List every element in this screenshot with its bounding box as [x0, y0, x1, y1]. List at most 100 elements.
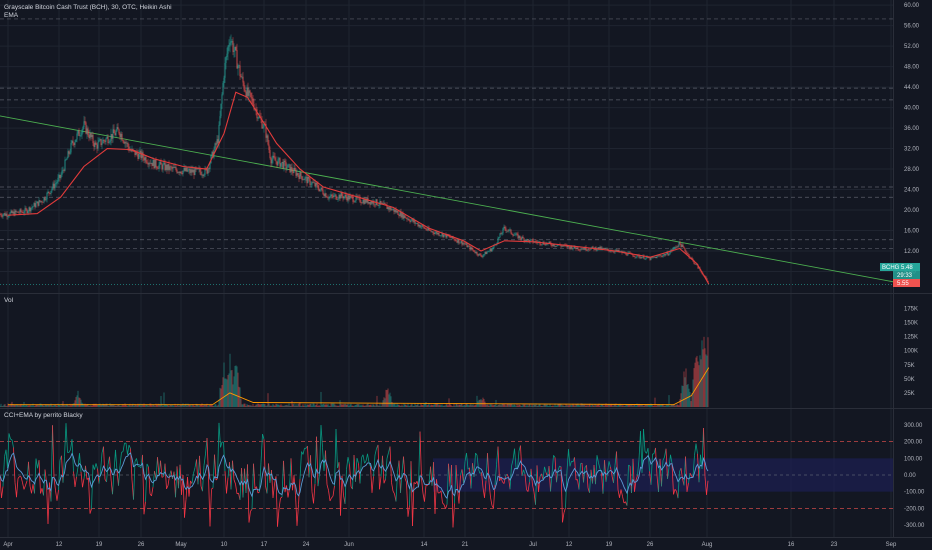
candle-body: [522, 236, 524, 239]
cci-ema-line[interactable]: [0, 452, 709, 500]
cci-segment: [250, 509, 253, 512]
volume-bar: [85, 404, 87, 407]
symbol-title[interactable]: Grayscale Bitcoin Cash Trust (BCH), 30, …: [4, 4, 172, 11]
volume-bar: [273, 405, 275, 407]
cci-segment: [283, 460, 286, 493]
cci-segment: [400, 472, 403, 493]
volume-bar: [361, 405, 363, 407]
candle-body: [454, 239, 456, 241]
volume-bar: [518, 404, 520, 407]
volume-bar: [432, 405, 434, 407]
volume-bar: [255, 404, 257, 407]
candle-body: [519, 235, 521, 239]
candle-body: [275, 160, 277, 162]
volume-bar: [119, 405, 121, 407]
volume-bar: [331, 403, 333, 407]
cci-segment: [617, 489, 620, 498]
candle-body: [229, 42, 231, 45]
candle-body: [687, 253, 689, 255]
volume-bar: [491, 404, 493, 407]
volume-bar: [395, 405, 397, 407]
cci-segment: [191, 473, 194, 484]
time-axis[interactable]: Apr 12 19 26 May 10 17 24 Jun 14 21 Jul 12 19 26 Aug 16 2…: [3, 542, 897, 548]
volume-bar: [87, 404, 89, 407]
cci-segment: [485, 453, 488, 481]
volume-bar: [106, 403, 108, 407]
volume-bar: [55, 404, 57, 407]
candle-body: [366, 198, 368, 203]
volume-bar: [429, 405, 431, 407]
cci-pane-label[interactable]: CCI+EMA by perrito Blacky: [4, 412, 83, 419]
candle-body: [407, 219, 409, 220]
candle-body: [503, 226, 505, 229]
price-tick-label: 36.00: [904, 126, 920, 132]
candle-body: [207, 168, 209, 174]
candle-body: [120, 133, 122, 138]
volume-bar: [636, 403, 638, 407]
candle-body: [660, 255, 662, 257]
candle-body: [369, 202, 371, 205]
candle-body: [449, 236, 451, 238]
candle-body: [51, 188, 53, 191]
volume-bar: [136, 405, 138, 407]
cci-segment: [46, 482, 49, 524]
volume-bar: [56, 405, 58, 407]
cci-segment: [643, 428, 646, 452]
candle-body: [339, 194, 341, 199]
volume-bar: [14, 404, 16, 407]
price-axis[interactable]: 8.0012.0016.0020.0024.0028.0032.0036.004…: [904, 3, 925, 529]
volume-bar: [284, 405, 286, 407]
volume-bar: [623, 405, 625, 407]
cci-segment: [322, 447, 325, 471]
candle-body: [688, 254, 690, 258]
cci-segment: [500, 477, 503, 483]
cci-segment: [520, 445, 523, 476]
trendline[interactable]: [0, 115, 908, 285]
candle-body: [653, 256, 655, 258]
candle-body: [77, 130, 79, 134]
ema-indicator-label[interactable]: EMA: [4, 12, 19, 19]
cci-segment: [268, 463, 271, 483]
volume-bar: [302, 404, 304, 407]
cci-segment: [371, 476, 374, 493]
candle-body: [705, 276, 707, 279]
cci-segment: [662, 456, 665, 461]
candle-body: [677, 246, 679, 248]
ema-line[interactable]: [7, 91, 710, 285]
time-tick-label: 14: [421, 542, 428, 548]
candle-body: [686, 253, 688, 254]
candle-body: [277, 159, 279, 166]
volume-bar: [493, 404, 495, 407]
volume-bar: [41, 404, 43, 407]
candle-body: [328, 196, 330, 199]
candle-body: [234, 46, 236, 51]
volume-bar: [690, 401, 692, 407]
chart-legend[interactable]: Grayscale Bitcoin Cash Trust (BCH), 30, …: [4, 4, 172, 20]
candle-body: [242, 76, 244, 83]
volume-pane[interactable]: [0, 336, 710, 407]
candle-body: [235, 46, 237, 51]
volume-bar: [183, 405, 185, 407]
cci-segment: [694, 443, 697, 456]
candle-body: [471, 247, 473, 250]
volume-bar: [542, 405, 544, 407]
cci-pane[interactable]: [0, 422, 893, 528]
candle-body: [499, 233, 501, 238]
candle-body: [455, 240, 457, 242]
candle-body: [307, 176, 309, 184]
price-pane[interactable]: [0, 18, 908, 285]
candle-body: [465, 243, 467, 245]
volume-bar: [7, 403, 9, 407]
candle-body: [42, 202, 44, 203]
candle-body: [46, 192, 48, 200]
cci-segment: [233, 479, 236, 485]
candle-body: [239, 65, 241, 77]
cci-segment: [74, 476, 77, 487]
candle-body: [590, 248, 592, 250]
cci-segment: [127, 445, 130, 455]
volume-bar: [32, 403, 34, 407]
volume-bar: [672, 404, 674, 407]
volume-pane-label[interactable]: Vol: [4, 297, 14, 304]
volume-ma-line[interactable]: [8, 367, 710, 406]
